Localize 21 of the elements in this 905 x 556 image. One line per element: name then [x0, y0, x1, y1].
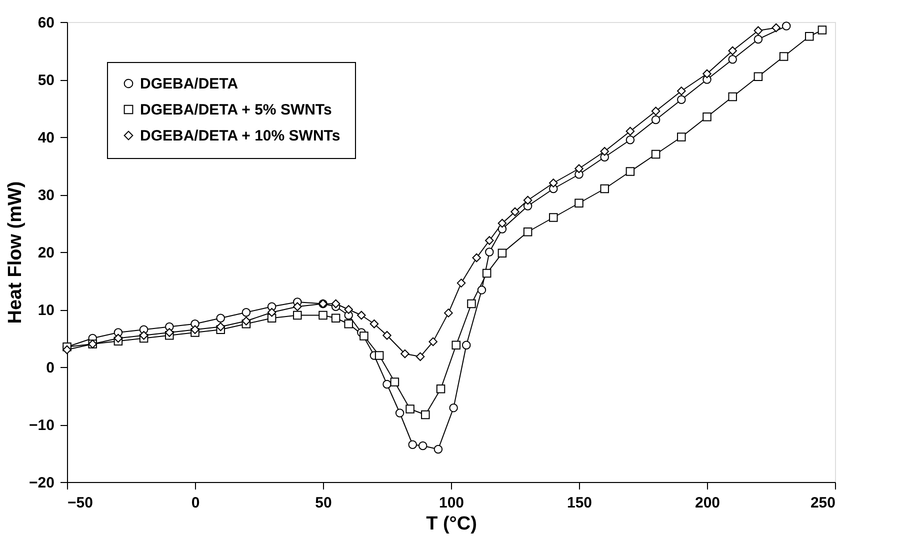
- x-tick-label: 150: [566, 494, 592, 512]
- y-tick-label: −10: [29, 417, 54, 434]
- x-tick-label: 100: [438, 494, 464, 512]
- y-tick-label: 30: [38, 187, 54, 204]
- x-axis-title: T (°C): [426, 514, 477, 534]
- legend-label: DGEBA/DETA + 5% SWNTs: [140, 102, 332, 118]
- x-tick-label: 250: [810, 494, 836, 512]
- y-tick-label: 40: [38, 130, 54, 146]
- x-tick-label: 0: [191, 494, 200, 512]
- y-tick-label: −20: [29, 474, 54, 492]
- y-axis-title: Heat Flow (mW): [5, 181, 26, 324]
- y-tick-label: 50: [38, 72, 54, 89]
- y-tick-label: 60: [38, 14, 54, 32]
- x-tick-label: −50: [68, 494, 93, 512]
- x-tick-label: 200: [694, 494, 720, 512]
- legend-label: DGEBA/DETA + 10% SWNTs: [140, 128, 340, 144]
- legend-label: DGEBA/DETA: [140, 76, 238, 92]
- x-tick-label: 50: [315, 494, 332, 512]
- y-tick-label: 0: [46, 360, 54, 376]
- y-tick-label: 10: [38, 302, 54, 319]
- y-tick-label: 20: [38, 244, 54, 262]
